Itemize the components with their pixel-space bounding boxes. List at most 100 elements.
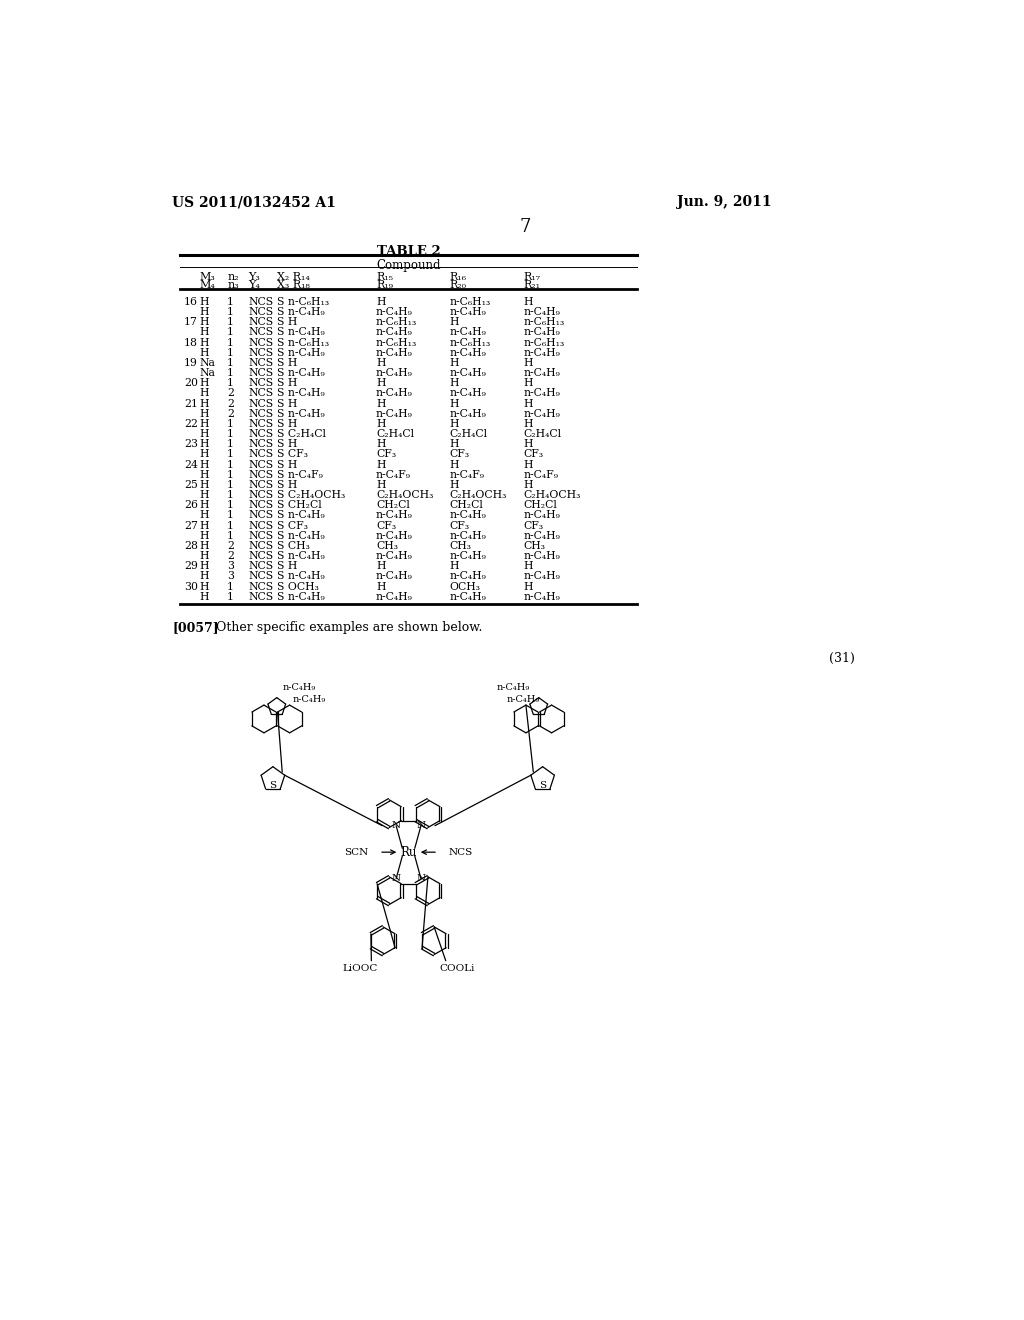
Text: 2: 2 bbox=[227, 388, 234, 399]
Text: 30: 30 bbox=[183, 582, 198, 591]
Text: H: H bbox=[200, 429, 209, 440]
Text: n-C₆H₁₃: n-C₆H₁₃ bbox=[523, 317, 564, 327]
Text: CF₃: CF₃ bbox=[523, 520, 544, 531]
Text: S n-C₄H₉: S n-C₄H₉ bbox=[276, 511, 325, 520]
Text: NCS: NCS bbox=[248, 541, 273, 550]
Text: n-C₄H₉: n-C₄H₉ bbox=[450, 409, 486, 418]
Text: 27: 27 bbox=[183, 520, 198, 531]
Text: H: H bbox=[200, 520, 209, 531]
Text: 1: 1 bbox=[227, 511, 234, 520]
Text: H: H bbox=[523, 418, 532, 429]
Text: NCS: NCS bbox=[248, 500, 273, 511]
Text: M₄: M₄ bbox=[200, 280, 215, 290]
Text: H: H bbox=[200, 572, 209, 581]
Text: S n-C₄H₉: S n-C₄H₉ bbox=[276, 368, 325, 378]
Text: S n-C₄H₉: S n-C₄H₉ bbox=[276, 348, 325, 358]
Text: H: H bbox=[450, 561, 459, 572]
Text: S CF₃: S CF₃ bbox=[276, 449, 308, 459]
Text: n-C₆H₁₃: n-C₆H₁₃ bbox=[523, 338, 564, 347]
Text: H: H bbox=[376, 582, 385, 591]
Text: S H: S H bbox=[276, 418, 297, 429]
Text: H: H bbox=[200, 531, 209, 541]
Text: [0057]: [0057] bbox=[172, 622, 219, 634]
Text: n-C₄H₉: n-C₄H₉ bbox=[376, 511, 413, 520]
Text: Jun. 9, 2011: Jun. 9, 2011 bbox=[677, 195, 771, 210]
Text: H: H bbox=[200, 308, 209, 317]
Text: n-C₄F₉: n-C₄F₉ bbox=[376, 470, 411, 479]
Text: H: H bbox=[200, 500, 209, 511]
Text: NCS: NCS bbox=[248, 409, 273, 418]
Text: n-C₄H₉: n-C₄H₉ bbox=[496, 682, 529, 692]
Text: NCS: NCS bbox=[248, 480, 273, 490]
Text: R₁₉: R₁₉ bbox=[376, 280, 393, 290]
Text: S C₂H₄Cl: S C₂H₄Cl bbox=[276, 429, 326, 440]
Text: N: N bbox=[391, 874, 400, 883]
Text: n-C₄H₉: n-C₄H₉ bbox=[376, 531, 413, 541]
Text: 7: 7 bbox=[519, 218, 530, 236]
Text: S H: S H bbox=[276, 561, 297, 572]
Text: M₃: M₃ bbox=[200, 272, 215, 282]
Text: n-C₄H₉: n-C₄H₉ bbox=[376, 368, 413, 378]
Text: S C₂H₄OCH₃: S C₂H₄OCH₃ bbox=[276, 490, 345, 500]
Text: NCS: NCS bbox=[248, 327, 273, 338]
Text: H: H bbox=[450, 317, 459, 327]
Text: S n-C₆H₁₃: S n-C₆H₁₃ bbox=[276, 297, 329, 308]
Text: 2: 2 bbox=[227, 399, 234, 409]
Text: SCN: SCN bbox=[344, 847, 369, 857]
Text: C₂H₄Cl: C₂H₄Cl bbox=[523, 429, 561, 440]
Text: S H: S H bbox=[276, 379, 297, 388]
Text: S n-C₄F₉: S n-C₄F₉ bbox=[276, 470, 323, 479]
Text: 20: 20 bbox=[183, 379, 198, 388]
Text: n-C₆H₁₃: n-C₆H₁₃ bbox=[376, 338, 417, 347]
Text: H: H bbox=[450, 480, 459, 490]
Text: n₃: n₃ bbox=[227, 280, 239, 290]
Text: 26: 26 bbox=[183, 500, 198, 511]
Text: n-C₄H₉: n-C₄H₉ bbox=[376, 308, 413, 317]
Text: H: H bbox=[523, 561, 532, 572]
Text: n-C₄H₉: n-C₄H₉ bbox=[376, 552, 413, 561]
Text: S H: S H bbox=[276, 317, 297, 327]
Text: 1: 1 bbox=[227, 348, 234, 358]
Text: S H: S H bbox=[276, 358, 297, 368]
Text: n-C₄H₉: n-C₄H₉ bbox=[523, 327, 560, 338]
Text: n₂: n₂ bbox=[227, 272, 239, 282]
Text: NCS: NCS bbox=[248, 418, 273, 429]
Text: H: H bbox=[450, 399, 459, 409]
Text: NCS: NCS bbox=[248, 511, 273, 520]
Text: R₁₆: R₁₆ bbox=[450, 272, 467, 282]
Text: N: N bbox=[417, 821, 426, 830]
Text: H: H bbox=[450, 459, 459, 470]
Text: NCS: NCS bbox=[248, 348, 273, 358]
Text: 1: 1 bbox=[227, 470, 234, 479]
Text: OCH₃: OCH₃ bbox=[450, 582, 480, 591]
Text: X₂ R₁₄: X₂ R₁₄ bbox=[276, 272, 309, 282]
Text: CH₂Cl: CH₂Cl bbox=[523, 500, 557, 511]
Text: S n-C₄H₉: S n-C₄H₉ bbox=[276, 591, 325, 602]
Text: NCS: NCS bbox=[248, 520, 273, 531]
Text: n-C₄H₉: n-C₄H₉ bbox=[450, 348, 486, 358]
Text: LiOOC: LiOOC bbox=[342, 964, 378, 973]
Text: C₂H₄OCH₃: C₂H₄OCH₃ bbox=[450, 490, 507, 500]
Text: S n-C₆H₁₃: S n-C₆H₁₃ bbox=[276, 338, 329, 347]
Text: Compound: Compound bbox=[376, 259, 440, 272]
Text: n-C₆H₁₃: n-C₆H₁₃ bbox=[450, 297, 490, 308]
Text: US 2011/0132452 A1: US 2011/0132452 A1 bbox=[172, 195, 336, 210]
Text: NCS: NCS bbox=[248, 490, 273, 500]
Text: NCS: NCS bbox=[449, 847, 473, 857]
Text: n-C₄H₉: n-C₄H₉ bbox=[523, 388, 560, 399]
Text: n-C₄H₉: n-C₄H₉ bbox=[523, 591, 560, 602]
Text: Y₄: Y₄ bbox=[248, 280, 260, 290]
Text: NCS: NCS bbox=[248, 552, 273, 561]
Text: H: H bbox=[376, 418, 385, 429]
Text: 1: 1 bbox=[227, 582, 234, 591]
Text: CF₃: CF₃ bbox=[376, 449, 396, 459]
Text: CF₃: CF₃ bbox=[523, 449, 544, 459]
Text: R₂₁: R₂₁ bbox=[523, 280, 541, 290]
Text: 23: 23 bbox=[183, 440, 198, 449]
Text: H: H bbox=[523, 379, 532, 388]
Text: S n-C₄H₉: S n-C₄H₉ bbox=[276, 327, 325, 338]
Text: NCS: NCS bbox=[248, 470, 273, 479]
Text: H: H bbox=[523, 480, 532, 490]
Text: H: H bbox=[376, 399, 385, 409]
Text: H: H bbox=[200, 418, 209, 429]
